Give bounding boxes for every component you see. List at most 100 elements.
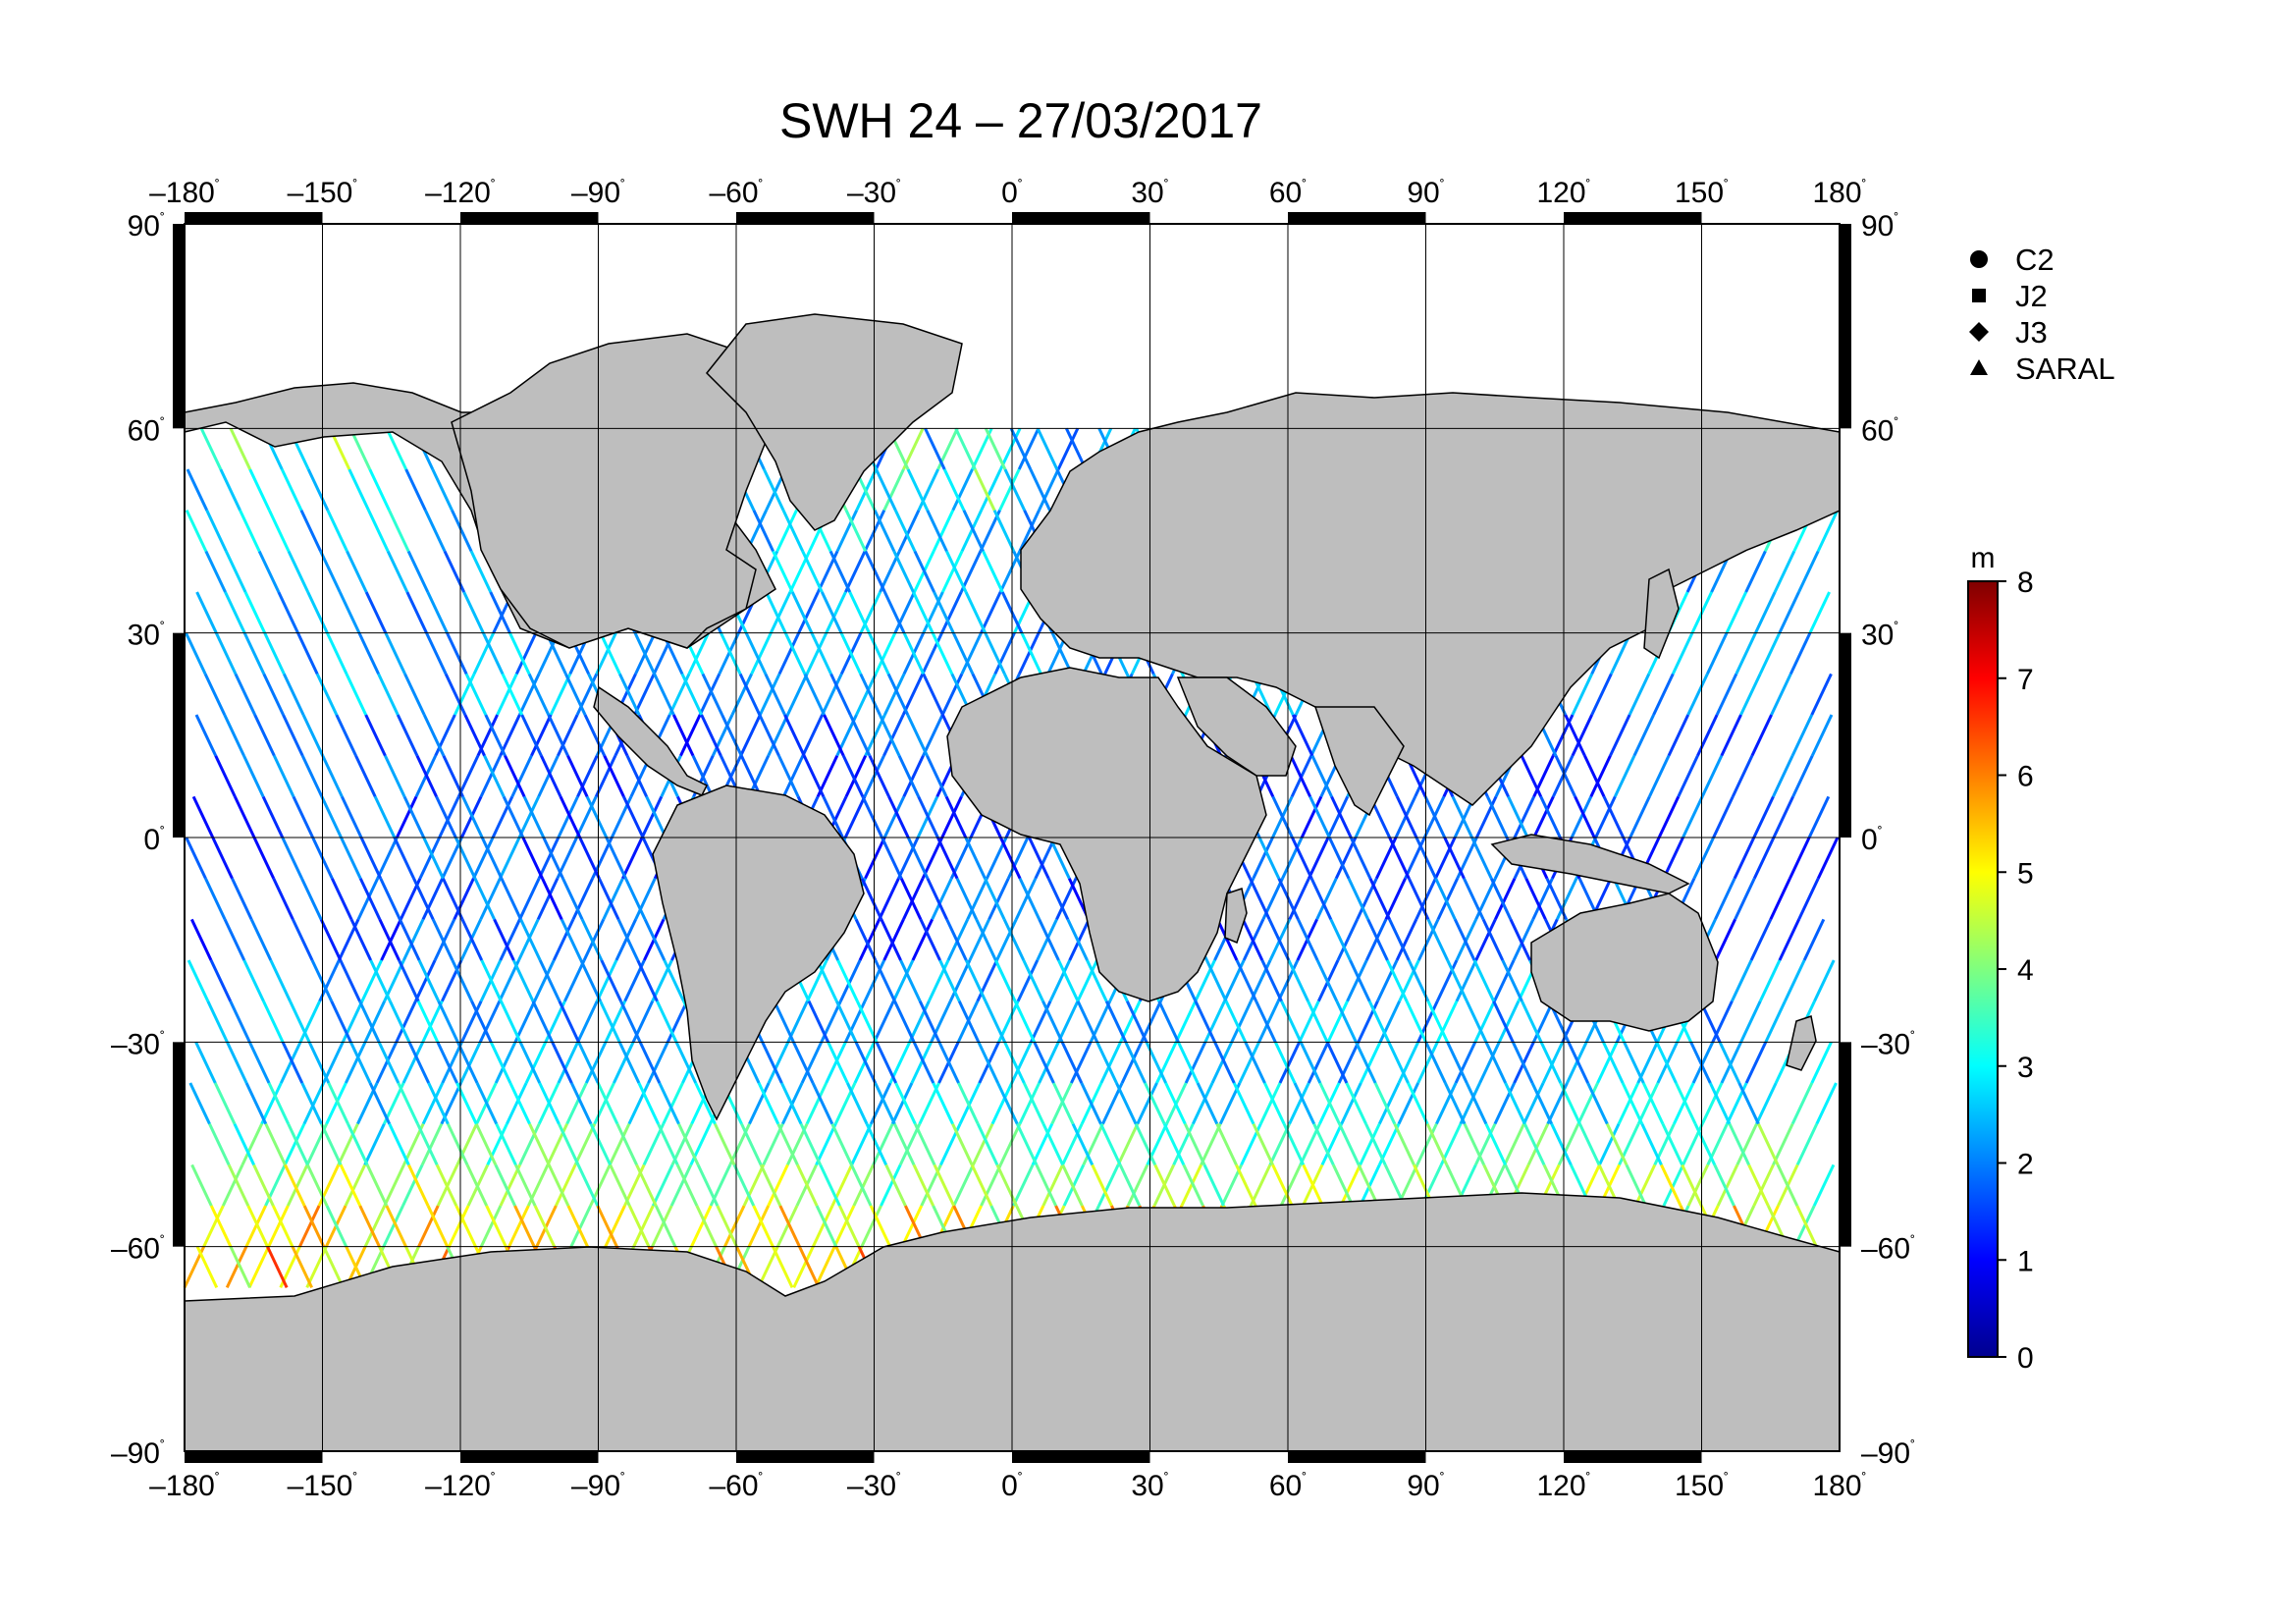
track-segment xyxy=(1281,837,1304,880)
track-segment xyxy=(1076,959,1098,1002)
track-segment xyxy=(1739,673,1762,716)
track-segment xyxy=(224,591,246,634)
track-segment xyxy=(335,714,357,757)
track-segment xyxy=(1576,1082,1599,1125)
track-segment xyxy=(1621,1082,1644,1125)
track-segment xyxy=(249,918,273,961)
track-segment xyxy=(279,1041,302,1084)
track-segment xyxy=(1378,1001,1402,1043)
track-segment xyxy=(566,755,589,797)
track-segment xyxy=(1038,918,1060,961)
track-segment xyxy=(844,755,868,797)
track-segment xyxy=(645,795,667,839)
track-segment xyxy=(1712,795,1735,839)
track-segment xyxy=(1309,878,1333,920)
track-segment xyxy=(740,1123,763,1165)
track-segment xyxy=(514,1163,537,1207)
track-segment xyxy=(738,673,762,716)
track-segment xyxy=(604,1001,627,1043)
land-canada-north xyxy=(451,333,776,649)
track-segment xyxy=(1056,1001,1080,1043)
track-segment xyxy=(1424,1041,1447,1084)
track-segment xyxy=(1307,1001,1329,1043)
track-segment xyxy=(1331,1163,1355,1207)
track-segment xyxy=(1289,755,1312,797)
track-segment xyxy=(433,918,456,961)
track-segment xyxy=(531,1001,554,1043)
track-segment xyxy=(1789,837,1811,880)
track-segment xyxy=(634,878,657,920)
track-segment xyxy=(868,755,890,797)
track-segment xyxy=(1625,1163,1647,1207)
colorbar-tick-label: 8 xyxy=(2017,567,2034,599)
track-segment xyxy=(535,1205,558,1248)
latitude-label: –60˚ xyxy=(111,1233,165,1266)
track-segment xyxy=(836,959,859,1002)
track-segment xyxy=(859,673,881,716)
track-segment xyxy=(1249,1163,1272,1207)
longitude-label: –60˚ xyxy=(709,1470,763,1502)
track-segment xyxy=(874,1082,896,1125)
track-segment xyxy=(301,714,325,757)
track-segment xyxy=(202,1205,225,1248)
track-segment xyxy=(475,1082,499,1125)
track-segment xyxy=(578,837,601,880)
track-segment xyxy=(1215,1123,1238,1165)
track-segment xyxy=(472,837,495,880)
track-segment xyxy=(1524,878,1547,920)
track-segment xyxy=(902,632,926,675)
track-segment xyxy=(1252,837,1274,880)
latitude-label: 60˚ xyxy=(128,414,165,447)
track-segment xyxy=(221,1163,244,1207)
track-segment xyxy=(1443,1082,1467,1125)
diamond-icon xyxy=(1969,322,1989,342)
track-segment xyxy=(325,1205,348,1248)
track-segment xyxy=(442,755,464,797)
track-segment xyxy=(806,959,828,1002)
track-segment xyxy=(747,1205,771,1248)
track-segment xyxy=(1623,1041,1645,1084)
track-segment xyxy=(598,878,620,920)
track-segment xyxy=(1091,1163,1113,1207)
track-segment xyxy=(402,918,425,961)
track-segment xyxy=(282,673,305,716)
track-segment xyxy=(1213,1041,1236,1084)
track-segment xyxy=(1367,1001,1391,1043)
track-segment xyxy=(1287,959,1309,1002)
track-segment xyxy=(214,755,237,797)
track-segment xyxy=(540,755,562,797)
track-segment xyxy=(1215,918,1239,961)
colorbar-tick-label: 6 xyxy=(2017,761,2034,793)
track-segment xyxy=(1018,510,1041,552)
frame-segment xyxy=(185,1451,323,1463)
track-segment xyxy=(1813,959,1836,1002)
track-segment xyxy=(1015,1123,1039,1165)
track-segment xyxy=(1416,918,1440,961)
track-segment xyxy=(912,591,934,634)
track-segment xyxy=(1086,959,1108,1002)
track-segment xyxy=(1016,959,1040,1002)
track-segment xyxy=(1602,795,1626,839)
track-segment xyxy=(902,878,925,920)
track-segment xyxy=(298,1001,322,1043)
track-segment xyxy=(902,427,925,470)
track-segment xyxy=(227,1163,250,1207)
track-segment xyxy=(803,673,826,716)
track-segment xyxy=(940,795,963,839)
track-segment xyxy=(1436,878,1460,920)
track-segment xyxy=(767,1041,790,1084)
track-segment xyxy=(571,878,594,920)
track-segment xyxy=(377,673,400,716)
track-segment xyxy=(622,795,645,839)
track-segment xyxy=(398,959,420,1002)
track-segment xyxy=(469,550,493,593)
track-segment xyxy=(363,1205,387,1248)
track-segment xyxy=(451,959,473,1002)
track-segment xyxy=(427,1082,450,1125)
track-segment xyxy=(1273,1041,1297,1084)
track-segment xyxy=(252,1163,275,1207)
track-segment xyxy=(696,1163,720,1207)
longitude-label: 90˚ xyxy=(1407,177,1444,209)
track-segment xyxy=(1235,959,1257,1002)
